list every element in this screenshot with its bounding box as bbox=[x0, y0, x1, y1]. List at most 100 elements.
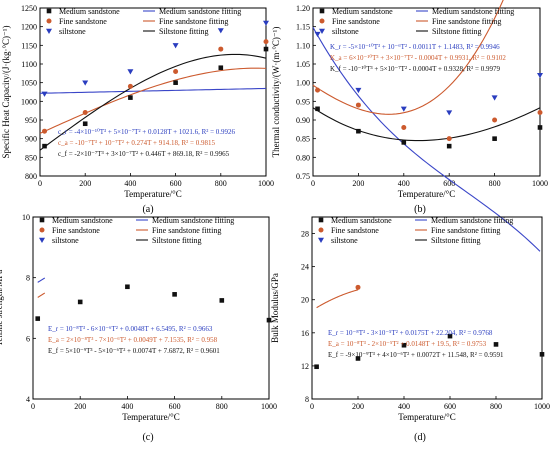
chart-3-legend-entry: siltstone bbox=[331, 236, 358, 245]
chart-2-legend-entry: Fine sandstone fitting bbox=[152, 226, 221, 235]
chart-1-series-1-point bbox=[355, 102, 361, 108]
chart-1-x-tick-label: 600 bbox=[443, 179, 455, 188]
chart-1-series-0-point bbox=[401, 140, 407, 145]
chart-2-series-0-point bbox=[266, 317, 272, 323]
chart-1-legend-entry: Fine sandstone bbox=[332, 17, 380, 26]
chart-1-legend-entry: Medium sandstone bbox=[332, 7, 393, 16]
chart-1-legend-marker-swatch bbox=[319, 28, 325, 34]
chart-2-x-tick-label: 600 bbox=[169, 402, 181, 411]
chart-2-legend-entry: Fine sandstone bbox=[52, 226, 100, 235]
chart-0-series-2-point bbox=[127, 69, 134, 75]
chart-1-panel-label: (b) bbox=[414, 204, 426, 215]
chart-1-y-axis-label: Thermal conductivity/(W·(m·°C)⁻¹) bbox=[271, 27, 281, 158]
chart-0-x-tick-label: 800 bbox=[215, 179, 227, 188]
chart-0-y-tick-label: 800 bbox=[25, 172, 37, 181]
chart-0-legend-entry: Medium sandstone fitting bbox=[159, 7, 241, 16]
chart-0-y-tick-label: 850 bbox=[25, 153, 37, 162]
chart-0-y-tick-label: 1000 bbox=[21, 97, 37, 106]
chart-3-x-tick-label: 800 bbox=[490, 402, 502, 411]
chart-3-equation: E_r = 10⁻⁸T³ - 3×10⁻⁵T² + 0.0175T + 22.2… bbox=[328, 329, 493, 337]
chart-2-y-tick-label: 10 bbox=[22, 213, 30, 222]
chart-0-series-2-point bbox=[82, 80, 89, 86]
chart-0-x-axis-label: Temperature/°C bbox=[124, 189, 181, 199]
chart-0-y-tick-label: 950 bbox=[25, 116, 37, 125]
chart-1-plot-frame bbox=[312, 7, 541, 177]
chart-1-legend-marker-swatch bbox=[319, 18, 325, 24]
chart-2-fit-curve-0 bbox=[37, 277, 46, 283]
chart-0-series-0-point bbox=[82, 121, 88, 127]
chart-2-x-tick-label: 1000 bbox=[261, 402, 277, 411]
chart-1-series-1-point bbox=[401, 124, 407, 130]
chart-0-series-0-point bbox=[42, 143, 47, 149]
chart-0-panel-label: (a) bbox=[142, 204, 153, 215]
chart-1-series-0-point bbox=[537, 125, 543, 130]
chart-2-series-0-point bbox=[77, 299, 83, 305]
chart-0-x-tick-label: 600 bbox=[170, 179, 182, 188]
chart-3-legend-marker-swatch bbox=[318, 237, 324, 243]
chart-1-legend-entry: Siltstone fitting bbox=[432, 27, 482, 36]
chart-0-series-0-point bbox=[128, 95, 133, 100]
chart-3-legend-marker-swatch bbox=[318, 227, 324, 233]
chart-1-y-tick-label: 1.05 bbox=[296, 60, 310, 69]
chart-2-series-0-point bbox=[125, 284, 130, 290]
chart-2-x-tick-label: 400 bbox=[121, 402, 133, 411]
chart-3-plot-frame bbox=[311, 216, 543, 400]
chart-0-equation: c_a = -10⁻⁷T³ + 10⁻⁷T² + 0.274T + 914.18… bbox=[58, 139, 215, 147]
chart-1-equation: K_a = 6×10⁻¹⁰T³ + 3×10⁻⁷T² - 0.0004T + 0… bbox=[330, 54, 506, 62]
chart-3-series-0-point bbox=[539, 352, 545, 357]
chart-2-legend-entry: Medium sandstone fitting bbox=[152, 216, 234, 225]
chart-0-legend-entry: Medium sandstone bbox=[59, 7, 120, 16]
chart-0-series-1-point bbox=[42, 128, 48, 134]
chart-0-y-tick-label: 1200 bbox=[21, 23, 37, 32]
chart-1-series-1-point bbox=[537, 110, 543, 116]
chart-0-y-tick-label: 1250 bbox=[21, 4, 37, 13]
chart-0-x-tick-label: 400 bbox=[124, 179, 136, 188]
chart-0-series-0-point bbox=[263, 46, 269, 52]
chart-1-series-1-point bbox=[446, 136, 452, 142]
chart-3-y-tick-label: 16 bbox=[301, 329, 309, 338]
chart-0-series-1-point bbox=[263, 39, 269, 45]
chart-3-legend-entry: Siltstone fitting bbox=[431, 236, 481, 245]
chart-3-legend-entry: Fine sandstone fitting bbox=[431, 226, 500, 235]
chart-0-legend-marker-swatch bbox=[46, 8, 52, 14]
chart-2-legend-marker-swatch bbox=[39, 217, 45, 223]
chart-3-x-tick-label: 1000 bbox=[534, 402, 550, 411]
chart-2-y-tick-label: 6 bbox=[26, 334, 30, 343]
chart-1-series-0-point bbox=[492, 136, 497, 141]
chart-0-fit-curve-0 bbox=[39, 87, 267, 94]
chart-0-series-1-point bbox=[173, 68, 179, 74]
chart-0-series-2-point bbox=[263, 20, 269, 26]
chart-3-legend-entry: Medium sandstone bbox=[331, 216, 392, 225]
chart-0-x-tick-label: 200 bbox=[79, 179, 91, 188]
chart-3-equation: E_f = -9×10⁻⁹T³ + 4×10⁻⁶T² + 0.0072T + 1… bbox=[328, 351, 504, 359]
chart-2-legend-entry: siltstone bbox=[52, 236, 79, 245]
chart-2-y-axis-label: Tensile strength/MPa bbox=[0, 270, 4, 347]
chart-0-y-tick-label: 1150 bbox=[21, 41, 37, 50]
chart-3-x-tick-label: 0 bbox=[310, 402, 314, 411]
chart-1-equation: K_f = -10⁻¹⁰T³ + 5×10⁻⁷T² - 0.0004T + 0.… bbox=[330, 65, 500, 73]
chart-1-y-tick-label: 0.80 bbox=[296, 153, 310, 162]
chart-2-legend-marker-swatch bbox=[39, 237, 45, 243]
chart-1-fit-curve-1 bbox=[312, 0, 504, 115]
chart-3-series-0-point bbox=[493, 342, 499, 347]
chart-1-series-1-point bbox=[492, 117, 498, 123]
chart-3-legend-marker-swatch bbox=[318, 217, 324, 223]
chart-1-y-tick-label: 1.20 bbox=[296, 4, 310, 13]
chart-2-equation: E_a = 2×10⁻⁸T³ - 7×10⁻⁶T² + 0.0049T + 7.… bbox=[48, 336, 218, 344]
chart-2-plot-frame bbox=[32, 216, 270, 400]
chart-0-series-2-point bbox=[172, 43, 179, 49]
chart-3-series-0-point bbox=[355, 356, 361, 361]
chart-1-x-tick-label: 200 bbox=[352, 179, 364, 188]
chart-1-series-2-point bbox=[400, 106, 407, 112]
chart-1-series-2-point bbox=[537, 73, 543, 79]
chart-1-y-tick-label: 1.10 bbox=[296, 41, 310, 50]
chart-3-series-0-point bbox=[447, 333, 453, 339]
chart-3-x-tick-label: 400 bbox=[398, 402, 410, 411]
chart-0-series-2-point bbox=[217, 28, 224, 34]
chart-1-legend-entry: Medium sandstone fitting bbox=[432, 7, 514, 16]
chart-2-series-0-point bbox=[172, 292, 177, 297]
chart-1-fit-curve-2 bbox=[312, 107, 541, 142]
chart-3-x-tick-label: 600 bbox=[444, 402, 456, 411]
chart-0-series-0-point bbox=[218, 65, 224, 71]
